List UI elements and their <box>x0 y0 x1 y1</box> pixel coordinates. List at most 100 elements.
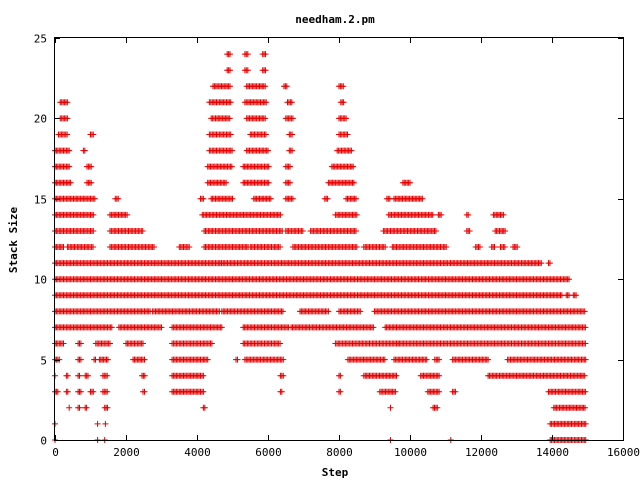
data-point <box>229 195 236 202</box>
data-point <box>353 211 360 218</box>
data-point <box>387 404 394 411</box>
data-point <box>277 244 284 250</box>
data-point <box>90 131 97 138</box>
data-point <box>581 372 588 379</box>
data-point <box>491 244 498 250</box>
y-tick-label: 25 <box>34 33 47 46</box>
data-point <box>104 388 111 395</box>
data-point <box>104 356 111 363</box>
data-point <box>115 195 122 202</box>
data-point <box>582 356 589 363</box>
y-axis-label: Stack Size <box>7 207 20 274</box>
data-point <box>108 324 115 331</box>
data-point <box>67 179 74 186</box>
data-point <box>429 211 436 218</box>
data-point <box>538 260 545 267</box>
data-point <box>226 115 233 122</box>
data-point <box>340 99 347 106</box>
data-point <box>60 340 67 347</box>
x-tick-label: 0 <box>52 446 59 459</box>
data-point <box>91 195 98 202</box>
data-point <box>200 372 207 379</box>
data-point <box>227 67 233 74</box>
data-point <box>443 244 450 250</box>
data-point <box>223 179 230 186</box>
data-point <box>434 404 441 411</box>
data-point <box>262 115 269 122</box>
data-point <box>280 356 287 363</box>
data-point <box>485 356 492 363</box>
data-point <box>476 244 483 250</box>
data-point <box>353 195 359 202</box>
data-point <box>104 404 111 411</box>
data-point <box>278 388 285 395</box>
data-point <box>436 356 443 363</box>
data-point <box>288 99 295 106</box>
x-tick-label: 2000 <box>113 446 140 459</box>
data-point <box>107 340 113 347</box>
data-point <box>81 147 88 154</box>
y-tick-label: 10 <box>34 274 47 287</box>
data-point <box>582 404 588 411</box>
data-point <box>140 340 146 347</box>
data-point <box>289 147 296 154</box>
x-axis-label: Step <box>322 466 349 479</box>
data-point <box>353 244 360 250</box>
x-tick-label: 8000 <box>326 446 353 459</box>
y-tick-label: 15 <box>34 194 47 207</box>
data-point <box>228 163 235 170</box>
data-point <box>66 163 73 170</box>
data-point <box>289 115 296 122</box>
data-point <box>64 372 71 379</box>
data-point <box>227 99 234 106</box>
data-point <box>76 372 83 379</box>
y-tick-label: 5 <box>40 355 47 368</box>
data-point <box>64 115 71 122</box>
data-point <box>200 195 207 202</box>
data-point <box>244 51 251 58</box>
data-point <box>64 131 71 138</box>
data-point <box>262 67 269 74</box>
data-point <box>407 179 413 186</box>
data-point <box>279 308 286 315</box>
data-point <box>582 340 589 347</box>
plot-frame <box>54 37 624 441</box>
data-point <box>227 83 233 90</box>
data-point <box>350 179 357 186</box>
chart-title: needham.2.pm <box>295 13 375 26</box>
data-point <box>265 163 272 170</box>
data-point <box>265 179 272 186</box>
data-point <box>139 228 146 234</box>
x-tick-label: 4000 <box>184 446 211 459</box>
data-point <box>208 340 215 347</box>
data-point <box>350 163 357 170</box>
data-point <box>277 340 284 347</box>
data-point <box>90 244 96 250</box>
data-point <box>343 115 350 122</box>
data-point <box>141 372 148 379</box>
data-point <box>141 356 148 363</box>
data-point <box>124 211 131 218</box>
data-point <box>54 388 61 395</box>
data-point <box>337 388 344 395</box>
data-point <box>452 388 459 395</box>
data-point <box>514 244 521 250</box>
data-point <box>66 147 73 154</box>
data-point <box>381 356 388 363</box>
data-point <box>337 372 344 379</box>
data-point <box>90 211 97 218</box>
data-point <box>546 260 553 267</box>
y-tick-label: 20 <box>34 113 47 126</box>
data-point <box>370 324 377 331</box>
data-point <box>382 244 389 250</box>
data-point <box>234 356 241 363</box>
data-point <box>227 131 234 138</box>
data-point <box>438 211 445 218</box>
x-tick-label: 14000 <box>536 446 569 459</box>
data-point <box>289 131 296 138</box>
data-point <box>141 388 148 395</box>
data-point <box>229 147 236 154</box>
data-point <box>465 211 472 218</box>
data-point <box>581 308 588 315</box>
